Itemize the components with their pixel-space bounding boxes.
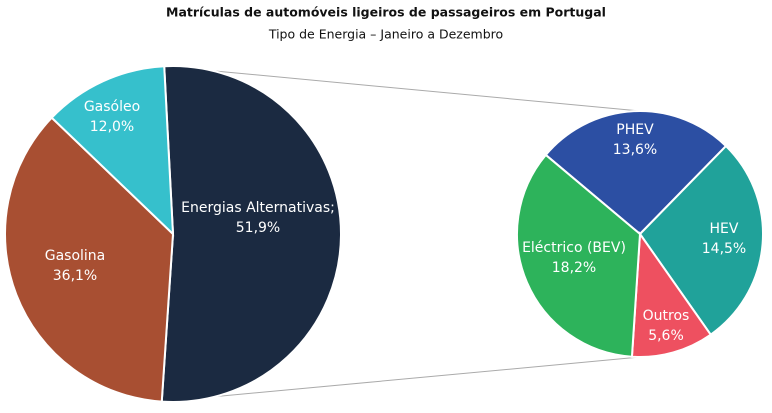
slice-label: HEV <box>710 221 739 237</box>
chart-subtitle: Tipo de Energia – Janeiro a Dezembro <box>268 27 503 42</box>
pie-slice <box>516 153 642 358</box>
pie-slice <box>160 65 342 403</box>
slice-label: Gasolina <box>45 248 106 264</box>
slice-label: Eléctrico (BEV) <box>522 240 626 256</box>
slice-label: PHEV <box>616 122 654 138</box>
connector-line <box>164 65 641 112</box>
connector-line <box>161 356 641 403</box>
slice-label: Gasóleo <box>84 99 140 115</box>
pie-slice <box>638 144 764 337</box>
pie-slice <box>50 65 175 237</box>
slice-value-label: 12,0% <box>90 119 134 135</box>
slice-value-label: 51,9% <box>236 220 280 236</box>
slice-value-label: 5,6% <box>648 328 684 344</box>
pie-slice <box>4 116 175 403</box>
pie-slice <box>544 110 728 236</box>
chart-title: Matrículas de automóveis ligeiros de pas… <box>166 5 606 20</box>
slice-label: Outros <box>643 308 690 324</box>
slice-value-label: 14,5% <box>702 241 746 257</box>
slice-value-label: 18,2% <box>552 260 596 276</box>
slice-value-label: 13,6% <box>613 142 657 158</box>
slice-value-label: 36,1% <box>53 268 97 284</box>
slice-label: Energias Alternativas; <box>181 200 335 216</box>
pie-slice <box>630 231 713 358</box>
